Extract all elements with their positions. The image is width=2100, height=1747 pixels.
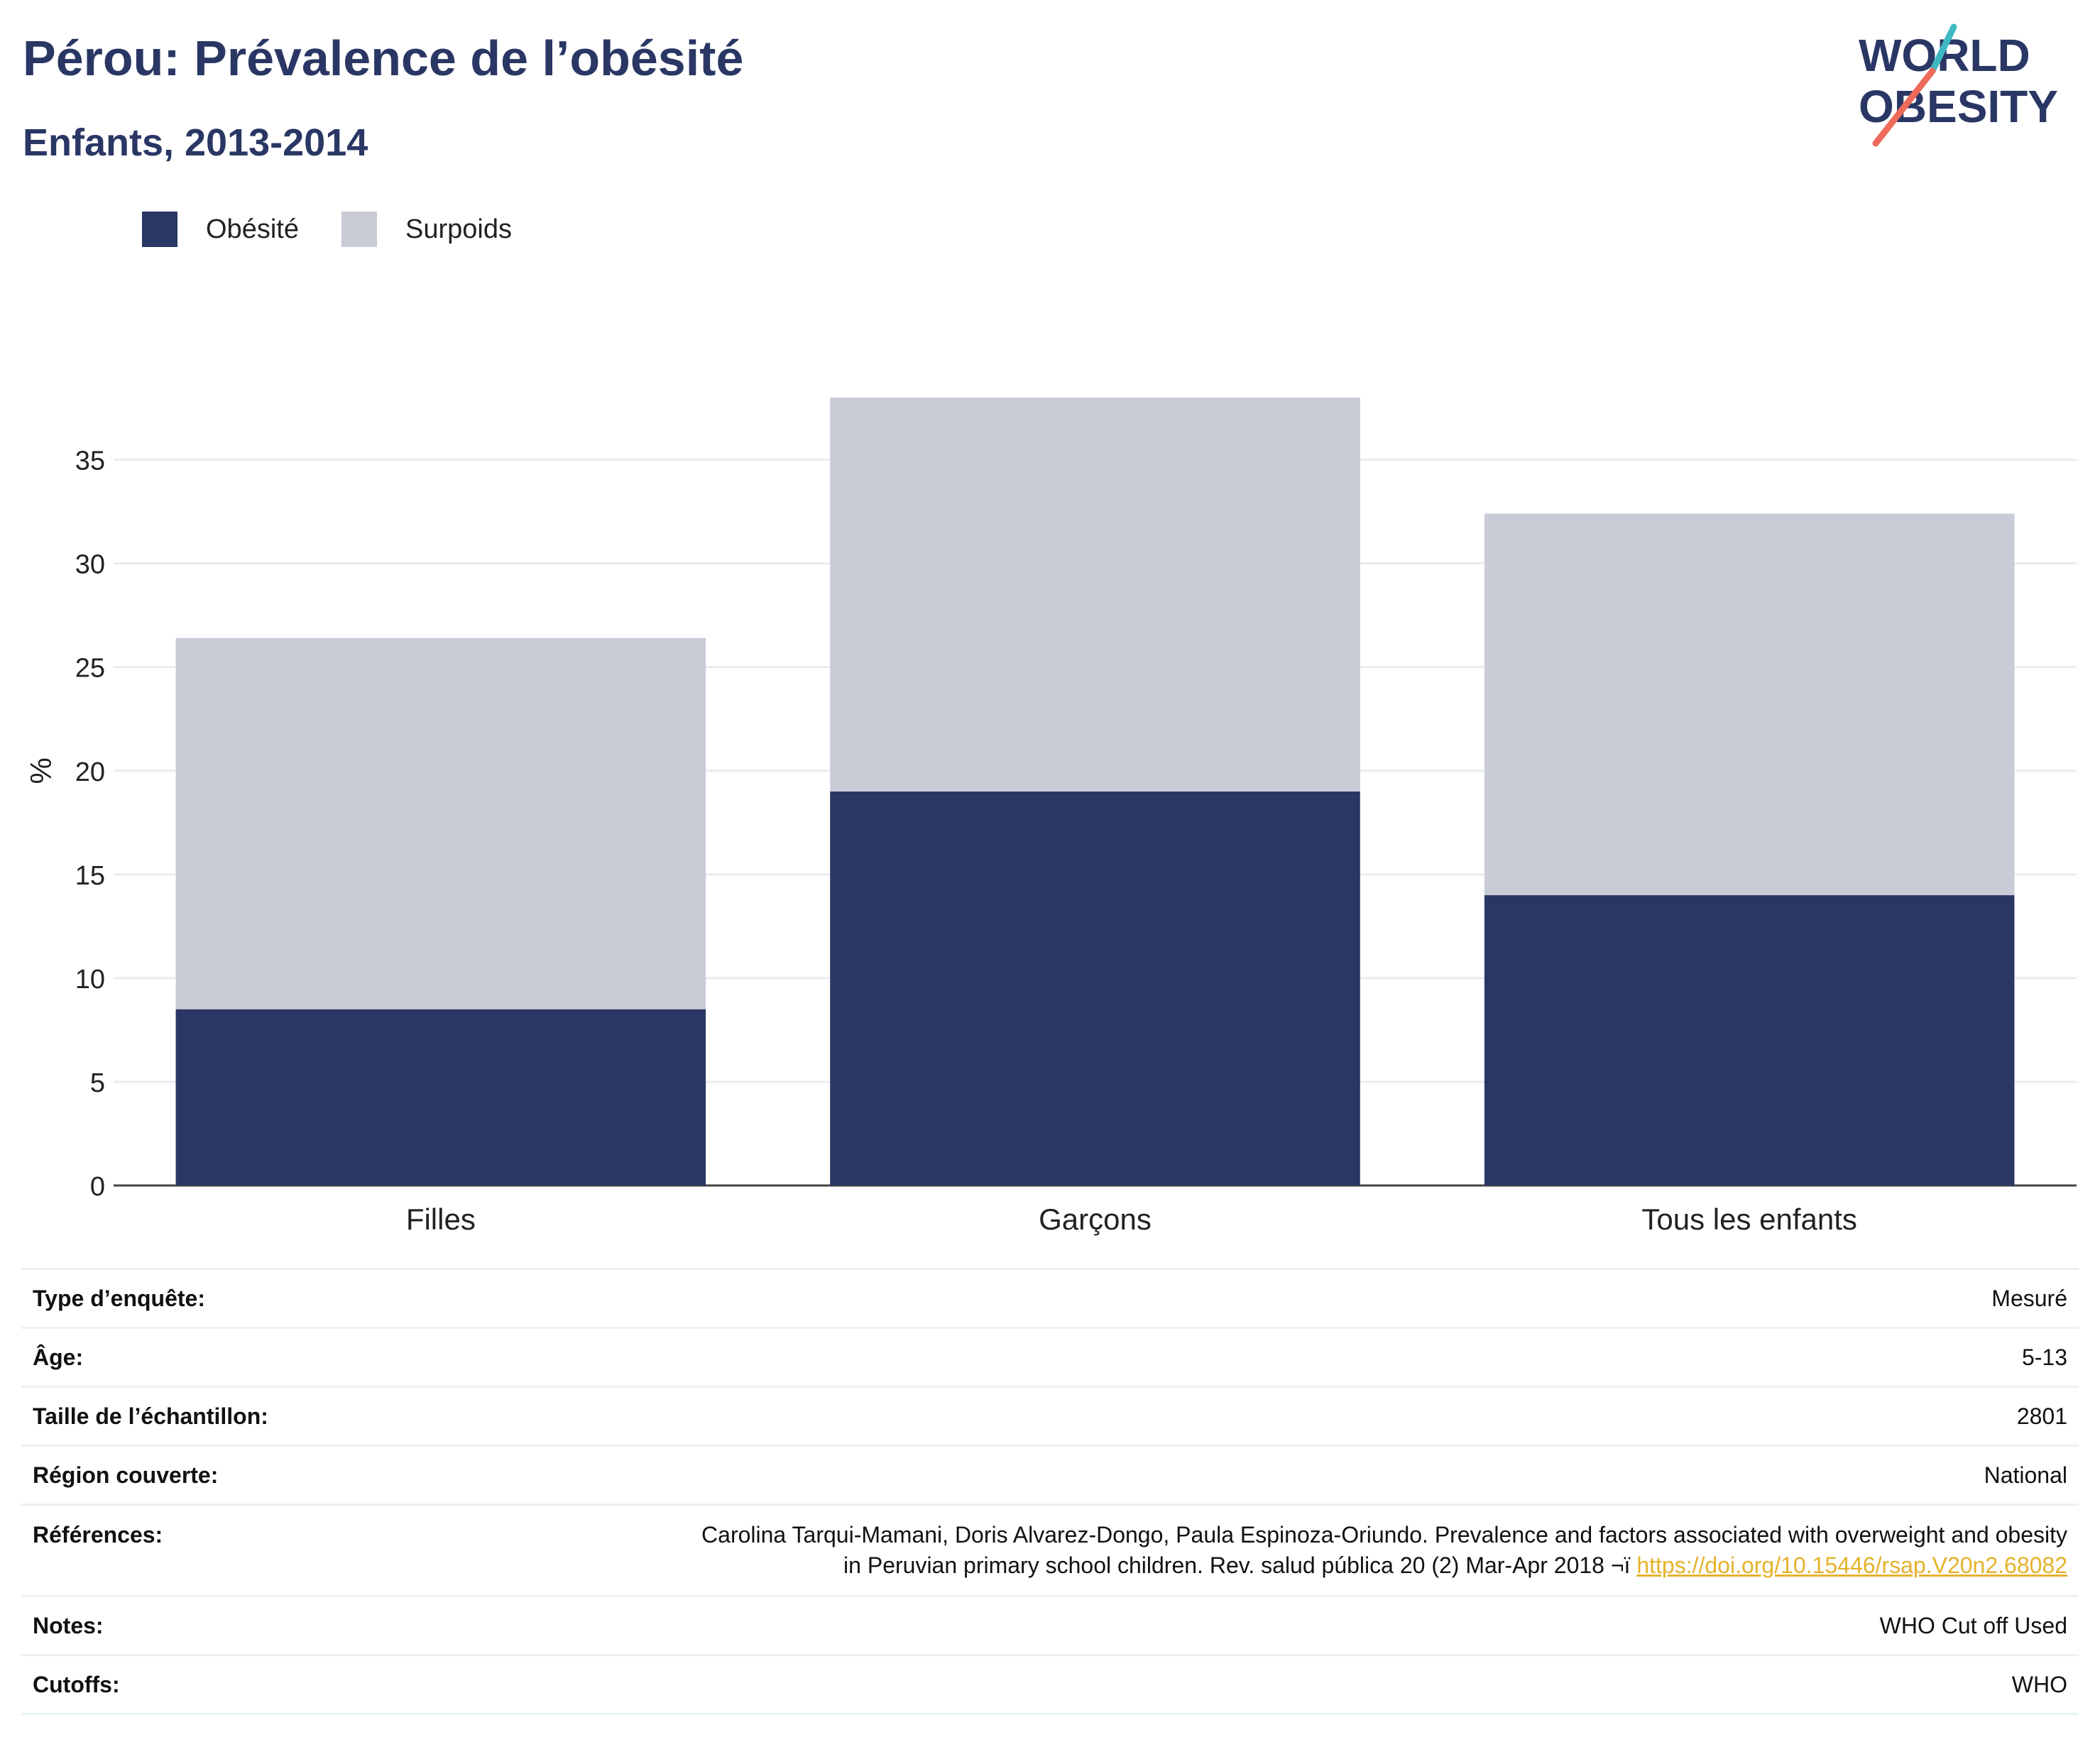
y-tick-label: 30: [75, 550, 105, 580]
y-tick-label: 5: [90, 1068, 105, 1098]
y-tick-label: 20: [75, 757, 105, 787]
x-tick-labels: Filles Garçons Tous les enfants: [406, 1203, 1857, 1236]
bar-obesity-2: [1484, 895, 2015, 1185]
bar-overweight-2: [1484, 513, 2015, 896]
y-tick-label: 15: [75, 861, 105, 891]
age-label: Âge:: [21, 1327, 344, 1387]
bar-chart: 0 5 10 15 20 25 30 35 Filles Garçons Tous les enf…: [24, 398, 2077, 1236]
chart-title: Pérou: Prévalence de l’obésité: [23, 31, 744, 86]
bar-obesity-1: [830, 792, 1360, 1185]
logo-line1: WORLD: [1859, 30, 2030, 81]
survey-type-value: Mesuré: [344, 1268, 2079, 1328]
age-value: 5-13: [344, 1327, 2079, 1387]
legend-item-overweight[interactable]: Surpoids: [341, 212, 512, 247]
survey-details-table: Type d’enquête: Mesuré Âge: 5-13 Taille …: [21, 1268, 2079, 1715]
row-notes: Notes: WHO Cut off Used: [21, 1595, 2079, 1655]
row-sample-size: Taille de l’échantillon: 2801: [21, 1386, 2079, 1446]
y-tick-label: 25: [75, 654, 105, 684]
sample-size-label: Taille de l’échantillon:: [21, 1386, 344, 1446]
row-region: Région couverte: National: [21, 1445, 2079, 1505]
reference-line2: in Peruvian primary school children. Rev…: [843, 1552, 1637, 1578]
x-tick-label: Filles: [406, 1203, 476, 1236]
legend-item-obesity[interactable]: Obésité: [142, 212, 299, 247]
y-axis-label: %: [24, 757, 58, 784]
chart-subtitle: Enfants, 2013-2014: [23, 121, 368, 164]
notes-label: Notes:: [21, 1595, 344, 1655]
sample-size-value: 2801: [344, 1386, 2079, 1446]
bar-obesity-0: [175, 1009, 706, 1185]
region-value: National: [344, 1445, 2079, 1505]
region-label: Région couverte:: [21, 1445, 344, 1505]
y-tick-label: 0: [90, 1172, 105, 1202]
chart-legend: Obésité Surpoids: [142, 209, 554, 249]
legend-label-obesity: Obésité: [206, 214, 299, 244]
world-obesity-logo: WORLD OBESITY: [1859, 23, 2058, 147]
row-survey-type: Type d’enquête: Mesuré: [21, 1268, 2079, 1328]
row-age: Âge: 5-13: [21, 1327, 2079, 1387]
legend-swatch-obesity: [142, 212, 177, 247]
y-tick-labels: 0 5 10 15 20 25 30 35: [75, 447, 105, 1202]
notes-value: WHO Cut off Used: [344, 1595, 2079, 1655]
logo-slash-teal: [1929, 23, 1957, 75]
reference-doi-link[interactable]: https://doi.org/10.15446/rsap.V20n2.6808…: [1636, 1552, 2067, 1578]
y-tick-label: 10: [75, 965, 105, 995]
x-tick-label: Tous les enfants: [1641, 1203, 1857, 1236]
reference-line2-wrap: in Peruvian primary school children. Rev…: [356, 1550, 2067, 1581]
x-tick-label: Garçons: [1039, 1203, 1152, 1236]
legend-swatch-overweight: [341, 212, 377, 247]
survey-type-label: Type d’enquête:: [21, 1268, 344, 1328]
legend-label-overweight: Surpoids: [405, 214, 512, 244]
references-value: Carolina Tarqui-Mamani, Doris Alvarez-Do…: [344, 1504, 2079, 1597]
bar-overweight-1: [830, 398, 1360, 792]
bar-overweight-0: [175, 637, 706, 1009]
y-tick-label: 35: [75, 447, 105, 476]
cutoffs-value: WHO: [344, 1654, 2079, 1715]
row-references: Références: Carolina Tarqui-Mamani, Dori…: [21, 1504, 2079, 1597]
reference-line1: Carolina Tarqui-Mamani, Doris Alvarez-Do…: [701, 1522, 2067, 1548]
references-label: Références:: [21, 1504, 344, 1597]
logo-slash-red: [1872, 67, 1936, 147]
bars: [175, 398, 2015, 1185]
row-cutoffs: Cutoffs: WHO: [21, 1654, 2079, 1715]
cutoffs-label: Cutoffs:: [21, 1654, 344, 1715]
